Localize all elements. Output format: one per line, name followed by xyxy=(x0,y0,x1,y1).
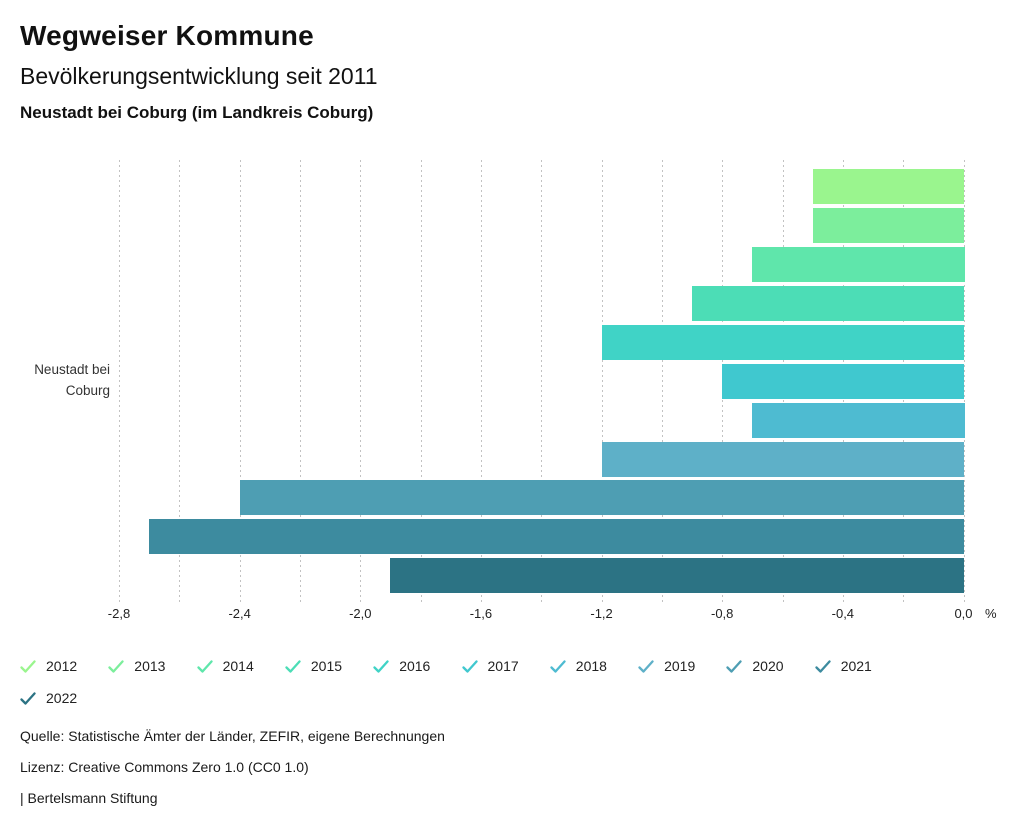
check-icon xyxy=(550,659,566,673)
bar-2022[interactable] xyxy=(390,558,965,594)
x-tick-label: -2,8 xyxy=(107,606,131,621)
legend-item-2016[interactable]: 2016 xyxy=(373,656,430,676)
bar-2018[interactable] xyxy=(752,402,965,438)
x-tick-label: -2,4 xyxy=(228,606,251,621)
legend-item-label: 2019 xyxy=(664,658,696,674)
legend-item-label: 2013 xyxy=(134,658,166,674)
category-label-line2: Coburg xyxy=(65,383,110,398)
legend-item-2014[interactable]: 2014 xyxy=(196,656,254,676)
check-icon xyxy=(461,659,478,673)
legend-item-2021[interactable]: 2021 xyxy=(815,656,872,676)
footer-source: Quelle: Statistische Ämter der Länder, Z… xyxy=(20,728,445,744)
gridline xyxy=(299,160,301,603)
check-icon xyxy=(285,659,301,673)
x-tick-label: -0,8 xyxy=(711,606,734,621)
check-icon xyxy=(638,659,654,673)
gridline xyxy=(239,160,241,603)
chart-region-subtitle: Neustadt bei Coburg (im Landkreis Coburg… xyxy=(20,103,374,122)
gridline xyxy=(179,160,181,603)
check-icon xyxy=(815,659,831,673)
gridline xyxy=(601,160,603,603)
category-label: Neustadt bei Coburg xyxy=(0,359,110,401)
x-tick-label: -1,6 xyxy=(469,606,493,621)
bar-2013[interactable] xyxy=(812,207,965,243)
bar-2012[interactable] xyxy=(812,169,965,204)
gridline xyxy=(661,160,663,603)
x-tick-label: 0,0 xyxy=(954,606,973,621)
legend-item-label: 2017 xyxy=(487,658,519,674)
legend-item-label: 2015 xyxy=(310,658,343,674)
check-icon xyxy=(20,691,36,705)
legend-item-2018[interactable]: 2018 xyxy=(550,656,607,676)
bar-2019[interactable] xyxy=(601,441,965,477)
bar-2014[interactable] xyxy=(752,246,965,282)
footer-license: Lizenz: Creative Commons Zero 1.0 (CC0 1… xyxy=(20,759,309,775)
gridline xyxy=(541,160,543,603)
bar-2020[interactable] xyxy=(239,480,965,516)
legend-item-2012[interactable]: 2012 xyxy=(20,656,77,676)
category-label-line1: Neustadt bei xyxy=(34,362,110,377)
bar-2021[interactable] xyxy=(149,519,965,555)
legend-item-2019[interactable]: 2019 xyxy=(638,656,695,676)
footer-attribution: | Bertelsmann Stiftung xyxy=(20,790,158,806)
legend-item-label: 2020 xyxy=(752,658,784,674)
legend-item-label: 2016 xyxy=(399,658,431,674)
x-tick-label: -2,0 xyxy=(349,606,372,621)
legend-item-label: 2021 xyxy=(840,658,872,674)
bar-2015[interactable] xyxy=(692,285,965,321)
check-icon xyxy=(108,659,124,673)
bar-2016[interactable] xyxy=(601,324,965,360)
legend-item-2022[interactable]: 2022 xyxy=(20,688,77,708)
legend-item-label: 2022 xyxy=(46,690,78,706)
page-title: Wegweiser Kommune xyxy=(20,20,314,51)
gridline xyxy=(360,160,362,603)
legend-item-2015[interactable]: 2015 xyxy=(285,656,342,676)
check-icon xyxy=(20,659,36,673)
legend-item-label: 2018 xyxy=(575,658,607,674)
check-icon xyxy=(373,659,389,673)
x-axis-unit-label: % xyxy=(985,606,997,621)
gridline xyxy=(480,160,482,603)
x-tick-label: -0,4 xyxy=(831,606,855,621)
gridline xyxy=(420,160,422,603)
gridline xyxy=(119,160,120,603)
legend-item-label: 2012 xyxy=(46,658,78,674)
chart-title: Bevölkerungsentwicklung seit 2011 xyxy=(20,63,378,89)
legend-item-2013[interactable]: 2013 xyxy=(108,656,165,676)
legend-item-2017[interactable]: 2017 xyxy=(461,656,519,676)
check-icon xyxy=(726,659,743,673)
check-icon xyxy=(196,659,213,673)
bar-2017[interactable] xyxy=(722,363,965,399)
legend-item-label: 2014 xyxy=(222,658,254,674)
x-tick-label: -1,2 xyxy=(590,606,613,621)
legend-item-2020[interactable]: 2020 xyxy=(726,656,784,676)
